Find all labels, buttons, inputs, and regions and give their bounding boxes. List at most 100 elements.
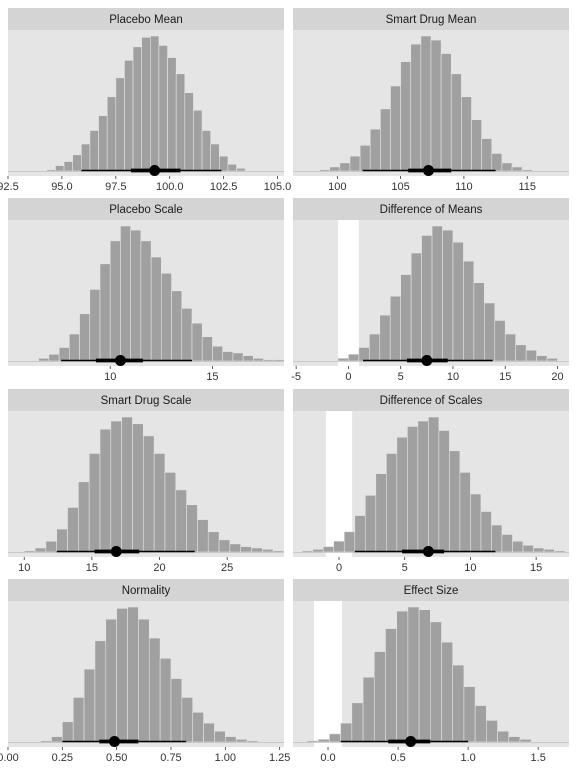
histogram-bar <box>124 59 134 172</box>
histogram-bar <box>450 73 462 172</box>
histogram-bar <box>138 618 150 743</box>
histogram-bar <box>197 519 209 553</box>
histogram-bar <box>359 145 371 172</box>
histogram-bar <box>396 436 408 553</box>
plot-area <box>8 606 284 747</box>
x-tick-label: 110 <box>455 181 473 193</box>
histogram-bar <box>396 610 409 743</box>
histogram-bar <box>89 130 99 172</box>
x-tick-label: 10 <box>464 562 476 574</box>
histogram-bar <box>232 352 244 362</box>
histogram-bar <box>69 333 80 362</box>
histogram-bar <box>428 416 440 553</box>
histogram-bar <box>322 546 335 553</box>
x-tick-label: 100 <box>328 181 346 193</box>
histogram-bar <box>508 736 521 743</box>
histogram-bar <box>400 274 412 362</box>
point-estimate <box>114 355 126 366</box>
histogram-bar <box>207 531 220 553</box>
point-estimate <box>421 355 433 366</box>
histogram-bar <box>273 359 284 362</box>
facet-title: Normality <box>122 585 171 597</box>
histogram-bar <box>67 507 79 553</box>
x-tick-label: 10 <box>18 562 30 574</box>
histogram-bar <box>225 736 237 743</box>
histogram-bar <box>390 85 401 172</box>
histogram-bar <box>153 453 166 553</box>
histogram-bar <box>235 738 248 743</box>
histogram-bar <box>193 109 203 172</box>
histogram-bar <box>491 153 503 172</box>
histogram-bar <box>333 540 345 553</box>
facet-panel: Difference of Scales 0 5 10 15 <box>293 389 569 574</box>
histogram-bar <box>441 641 454 743</box>
facet-strip <box>293 579 569 601</box>
histogram-bar <box>481 138 493 172</box>
histogram-bar <box>203 722 215 743</box>
histogram-bar <box>88 453 101 553</box>
histogram-bar <box>246 740 259 743</box>
histogram-bar <box>242 355 254 362</box>
histogram-bar <box>158 45 168 172</box>
facet-panel: Normality 0.00 0.25 0.50 0.75 1.00 1.25 <box>0 579 290 764</box>
histogram-bar <box>79 313 91 362</box>
histogram-bar <box>262 548 274 553</box>
x-tick-label: 0.25 <box>52 752 73 764</box>
histogram-bar <box>219 155 229 172</box>
point-estimate <box>405 736 417 747</box>
facet-panel: Smart Drug Mean 100 105 110 115 <box>293 8 569 193</box>
histogram-bar <box>430 39 442 172</box>
histogram-bar <box>89 289 101 362</box>
histogram-bar <box>480 511 492 553</box>
facet-panel: Placebo Mean 92.5 95.0 97.5 100.0 102.5 105.0 <box>0 8 291 193</box>
histogram-bar <box>452 664 465 743</box>
histogram-bar <box>186 504 198 553</box>
histogram-bar <box>501 534 513 553</box>
histogram-bar <box>120 225 131 362</box>
histogram-bar <box>438 430 450 553</box>
histogram-bar <box>340 722 353 743</box>
x-tick-label: 0 <box>345 371 351 383</box>
histogram-bar <box>99 263 111 362</box>
histogram-bar <box>354 515 366 553</box>
x-tick-label: 102.5 <box>210 181 238 193</box>
histogram-bar <box>170 678 183 743</box>
histogram-bar <box>380 108 391 172</box>
histogram-bar <box>421 235 433 362</box>
x-tick-label: 15 <box>206 371 218 383</box>
plot-area <box>293 411 569 557</box>
rope-band <box>337 220 359 366</box>
facet-strip <box>8 579 284 601</box>
x-tick-label: 1.00 <box>215 752 236 764</box>
histogram-bar <box>175 73 186 172</box>
histogram-bar <box>115 77 125 172</box>
histogram-bar <box>56 528 68 553</box>
point-estimate <box>422 165 434 176</box>
histogram-bar <box>116 608 128 743</box>
histogram-bar <box>142 435 155 553</box>
histogram-bar <box>94 640 107 743</box>
histogram-bar <box>349 155 361 172</box>
histogram-bar <box>533 547 545 553</box>
histogram-bar <box>494 320 506 362</box>
histogram-bar <box>132 46 142 172</box>
histogram-bar <box>164 472 177 553</box>
histogram-bar <box>358 347 370 362</box>
histogram-bar <box>407 606 420 743</box>
x-tick-label: 0.0 <box>320 752 335 764</box>
facet-strip <box>293 198 569 220</box>
histogram-bar <box>471 119 482 172</box>
histogram-bar <box>449 450 461 553</box>
histogram-bar <box>99 428 112 553</box>
histogram-bar <box>543 548 555 553</box>
histogram-bar <box>240 546 252 553</box>
histogram-bar <box>181 697 194 743</box>
histogram-bar <box>329 166 341 172</box>
histogram-bar <box>343 531 356 553</box>
histogram-bar <box>470 493 482 553</box>
facet-title: Effect Size <box>404 585 459 597</box>
histogram-bar <box>251 547 263 553</box>
histogram-bar <box>150 35 160 172</box>
histogram-bar <box>339 162 351 172</box>
histogram-bar <box>410 43 422 172</box>
